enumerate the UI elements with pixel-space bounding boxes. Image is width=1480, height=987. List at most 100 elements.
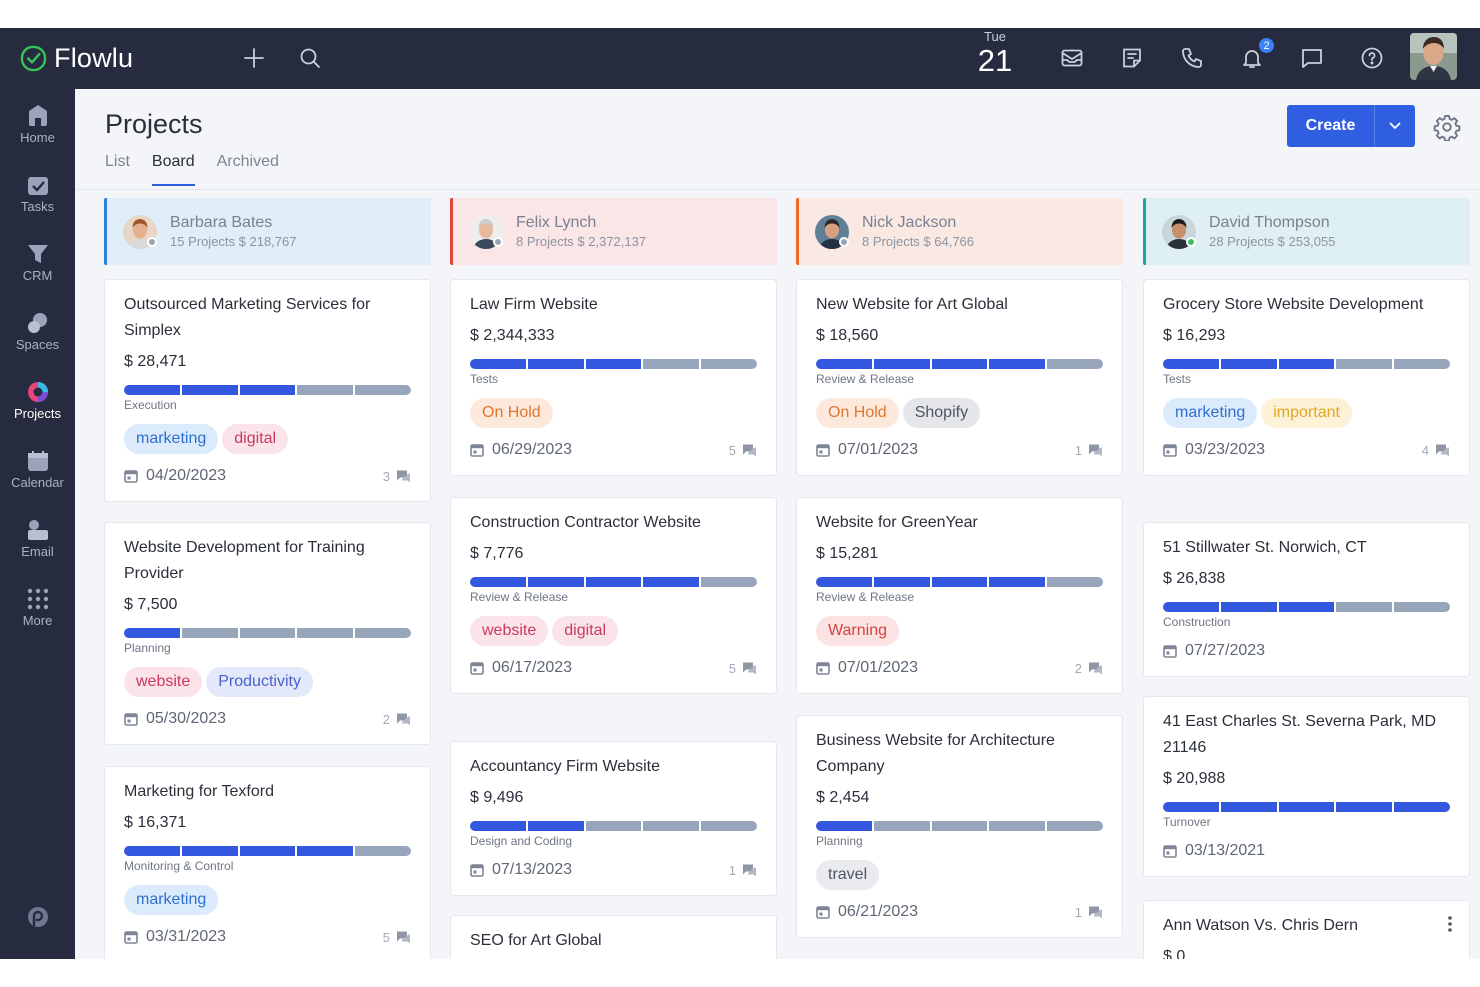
- project-card[interactable]: SEO for Art Global: [450, 915, 777, 959]
- project-title[interactable]: Construction Contractor Website: [470, 514, 701, 531]
- comment-count[interactable]: 5: [729, 661, 757, 676]
- search-icon[interactable]: [297, 45, 323, 71]
- date-widget[interactable]: Tue 21: [975, 30, 1015, 78]
- project-title[interactable]: SEO for Art Global: [470, 932, 602, 949]
- comment-count[interactable]: 4: [1422, 443, 1450, 458]
- project-stage: Execution: [124, 398, 177, 412]
- project-card[interactable]: 51 Stillwater St. Norwich, CT $ 26,838 Con…: [1143, 522, 1470, 677]
- support-icon[interactable]: [0, 904, 75, 936]
- chat-icon[interactable]: [1299, 45, 1325, 71]
- chevron-down-icon[interactable]: [1375, 122, 1415, 130]
- project-tag[interactable]: Shopify: [902, 398, 981, 428]
- project-tag[interactable]: digital: [552, 616, 619, 646]
- progress-segment: [239, 385, 296, 395]
- project-card[interactable]: Website Development for Training Provide…: [104, 522, 431, 745]
- nav-projects[interactable]: Projects: [0, 379, 75, 439]
- project-card[interactable]: New Website for Art Global $ 18,560 Review…: [796, 279, 1123, 476]
- project-title[interactable]: Ann Watson Vs. Chris Dern: [1163, 917, 1359, 934]
- calendar-icon: [816, 905, 830, 919]
- project-title[interactable]: Website Development for Training Provide…: [124, 539, 365, 582]
- due-date: 03/13/2021: [1185, 842, 1266, 859]
- comment-count[interactable]: 1: [729, 863, 757, 878]
- project-tag[interactable]: digital: [222, 424, 289, 454]
- project-card[interactable]: Law Firm Website $ 2,344,333 Tests On Hold 0…: [450, 279, 777, 476]
- project-title[interactable]: Law Firm Website: [470, 296, 598, 313]
- project-tag[interactable]: Productivity: [206, 667, 313, 697]
- project-tag[interactable]: travel: [816, 860, 880, 890]
- comment-count[interactable]: 5: [383, 930, 411, 945]
- tab-archived[interactable]: Archived: [216, 153, 279, 170]
- nav-spaces[interactable]: Spaces: [0, 310, 75, 370]
- project-tag[interactable]: Warning: [816, 616, 899, 646]
- app-logo[interactable]: Flowlu: [20, 43, 133, 74]
- progress-segment: [643, 577, 700, 587]
- project-tag[interactable]: important: [1261, 398, 1352, 428]
- plus-icon[interactable]: [241, 45, 267, 71]
- project-title[interactable]: Grocery Store Website Development: [1163, 296, 1424, 313]
- project-title[interactable]: New Website for Art Global: [816, 296, 1008, 313]
- bell-icon[interactable]: [1239, 45, 1265, 71]
- project-tag[interactable]: On Hold: [470, 398, 553, 428]
- project-title[interactable]: Business Website for Architecture Compan…: [816, 732, 1055, 775]
- project-card[interactable]: 41 East Charles St. Severna Park, MD 211…: [1143, 696, 1470, 877]
- project-card[interactable]: Accountancy Firm Website $ 9,496 Design an…: [450, 741, 777, 896]
- column-header[interactable]: David Thompson 28 Projects $ 253,055: [1143, 198, 1470, 265]
- project-tag[interactable]: marketing: [1163, 398, 1258, 428]
- project-card[interactable]: Ann Watson Vs. Chris Dern $ 0: [1143, 900, 1470, 959]
- project-title[interactable]: 41 East Charles St. Severna Park, MD 211…: [1163, 713, 1436, 756]
- project-tag[interactable]: marketing: [124, 885, 219, 915]
- tab-list[interactable]: List: [105, 153, 130, 170]
- more-options-icon[interactable]: [1447, 915, 1453, 933]
- owner-name[interactable]: Nick Jackson: [862, 214, 957, 231]
- column-header[interactable]: Felix Lynch 8 Projects $ 2,372,137: [450, 198, 777, 265]
- project-tag[interactable]: website: [124, 667, 203, 697]
- owner-name[interactable]: Barbara Bates: [170, 214, 273, 231]
- owner-avatar[interactable]: [469, 214, 503, 249]
- project-card[interactable]: Business Website for Architecture Compan…: [796, 715, 1123, 938]
- comment-count[interactable]: 5: [729, 443, 757, 458]
- notes-icon[interactable]: [1119, 45, 1145, 71]
- project-title[interactable]: Outsourced Marketing Services for Simple…: [124, 296, 371, 339]
- due-date: 07/13/2023: [492, 861, 573, 878]
- project-card[interactable]: Grocery Store Website Development $ 16,29…: [1143, 279, 1470, 476]
- project-card[interactable]: Construction Contractor Website $ 7,776 Re…: [450, 497, 777, 694]
- nav-calendar[interactable]: Calendar: [0, 448, 75, 508]
- comment-count[interactable]: 1: [1075, 443, 1103, 458]
- progress-segment: [1220, 802, 1277, 812]
- nav-crm[interactable]: CRM: [0, 241, 75, 301]
- comment-count[interactable]: 2: [1075, 661, 1103, 676]
- top-bar: Flowlu Tue 21 2: [0, 28, 1480, 89]
- project-card[interactable]: Outsourced Marketing Services for Simple…: [104, 279, 431, 502]
- project-tag[interactable]: On Hold: [816, 398, 899, 428]
- project-stage: Monitoring & Control: [124, 859, 234, 873]
- comment-count[interactable]: 3: [383, 469, 411, 484]
- project-title[interactable]: Accountancy Firm Website: [470, 758, 660, 775]
- gear-icon[interactable]: [1433, 113, 1461, 141]
- comment-count[interactable]: 2: [383, 712, 411, 727]
- project-card[interactable]: Website for GreenYear $ 15,281 Review & Re…: [796, 497, 1123, 694]
- nav-tasks[interactable]: Tasks: [0, 172, 75, 232]
- project-tag[interactable]: website: [470, 616, 549, 646]
- phone-icon[interactable]: [1179, 45, 1205, 71]
- nav-email[interactable]: Email: [0, 517, 75, 577]
- progress-segment: [181, 628, 238, 638]
- user-avatar[interactable]: [1410, 33, 1457, 80]
- progress-segment: [355, 628, 411, 638]
- project-tag[interactable]: marketing: [124, 424, 219, 454]
- mail-icon[interactable]: [1059, 45, 1085, 71]
- project-title[interactable]: Marketing for Texford: [124, 783, 274, 800]
- nav-more[interactable]: More: [0, 586, 75, 646]
- project-title[interactable]: 51 Stillwater St. Norwich, CT: [1163, 539, 1367, 556]
- column-header[interactable]: Nick Jackson 8 Projects $ 64,766: [796, 198, 1123, 265]
- column-header[interactable]: Barbara Bates 15 Projects $ 218,767: [104, 198, 431, 265]
- nav-home[interactable]: Home: [0, 103, 75, 163]
- owner-name[interactable]: Felix Lynch: [516, 214, 597, 231]
- project-title[interactable]: Website for GreenYear: [816, 514, 978, 531]
- tab-board[interactable]: Board: [151, 153, 195, 186]
- help-icon[interactable]: [1359, 45, 1385, 71]
- owner-name[interactable]: David Thompson: [1209, 214, 1330, 231]
- progress-segment: [701, 577, 757, 587]
- project-card[interactable]: Marketing for Texford $ 16,371 Monitoring …: [104, 766, 431, 959]
- create-button[interactable]: Create: [1287, 105, 1415, 147]
- comment-count[interactable]: 1: [1075, 905, 1103, 920]
